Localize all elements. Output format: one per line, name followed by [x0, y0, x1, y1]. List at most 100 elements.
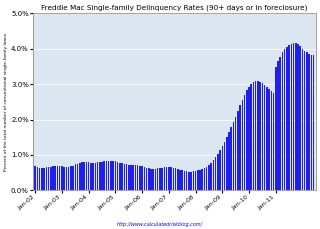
Bar — [139, 166, 141, 190]
Bar — [161, 168, 163, 190]
Bar — [251, 84, 252, 190]
Bar — [159, 168, 161, 190]
Bar — [50, 167, 52, 190]
Bar — [45, 167, 47, 190]
Bar — [286, 47, 288, 190]
Bar — [221, 146, 223, 190]
Bar — [117, 162, 118, 190]
Bar — [146, 168, 147, 190]
Bar — [246, 90, 248, 190]
Bar — [101, 162, 103, 190]
Bar — [170, 167, 172, 190]
Bar — [164, 167, 165, 190]
Bar — [112, 161, 114, 190]
Bar — [219, 150, 221, 190]
Bar — [52, 166, 54, 190]
Bar — [181, 171, 183, 190]
Bar — [144, 167, 145, 190]
Bar — [37, 167, 38, 190]
Bar — [235, 117, 236, 190]
Bar — [97, 162, 98, 190]
Bar — [206, 167, 207, 190]
Bar — [186, 171, 188, 190]
Bar — [59, 166, 60, 190]
Bar — [75, 164, 76, 190]
Bar — [210, 163, 212, 190]
Bar — [150, 169, 152, 190]
Bar — [268, 89, 270, 190]
Bar — [184, 171, 185, 190]
Bar — [255, 81, 256, 190]
Bar — [226, 137, 228, 190]
Bar — [119, 163, 121, 190]
Bar — [152, 169, 154, 190]
Bar — [90, 163, 92, 190]
Bar — [215, 157, 216, 190]
Bar — [130, 165, 132, 190]
Bar — [224, 142, 225, 190]
Bar — [63, 167, 65, 190]
Bar — [86, 162, 87, 190]
Bar — [179, 170, 181, 190]
Bar — [103, 161, 105, 190]
Bar — [193, 171, 194, 190]
Bar — [79, 163, 81, 190]
Bar — [233, 122, 234, 190]
Text: http://www.calculatedriskblog.com/: http://www.calculatedriskblog.com/ — [117, 222, 203, 227]
Bar — [197, 171, 199, 190]
Title: Freddie Mac Single-family Delinquency Rates (90+ days or in foreclosure): Freddie Mac Single-family Delinquency Ra… — [41, 4, 308, 11]
Bar — [239, 105, 241, 190]
Bar — [72, 166, 74, 190]
Bar — [190, 172, 192, 190]
Bar — [273, 93, 274, 190]
Bar — [166, 167, 167, 190]
Bar — [155, 169, 156, 190]
Bar — [92, 163, 94, 190]
Bar — [295, 44, 297, 190]
Bar — [108, 161, 109, 190]
Bar — [95, 163, 96, 190]
Bar — [244, 95, 245, 190]
Bar — [124, 164, 125, 190]
Bar — [70, 166, 72, 190]
Bar — [293, 44, 294, 190]
Bar — [35, 166, 36, 190]
Bar — [43, 168, 45, 190]
Bar — [110, 161, 112, 190]
Bar — [132, 165, 134, 190]
Bar — [168, 167, 170, 190]
Bar — [230, 127, 232, 190]
Bar — [175, 168, 176, 190]
Bar — [270, 91, 272, 190]
Bar — [84, 162, 85, 190]
Bar — [148, 168, 149, 190]
Bar — [172, 168, 174, 190]
Bar — [308, 54, 310, 190]
Bar — [262, 83, 263, 190]
Bar — [88, 162, 90, 190]
Bar — [135, 165, 136, 190]
Bar — [208, 165, 210, 190]
Bar — [311, 55, 312, 190]
Bar — [242, 100, 243, 190]
Bar — [54, 166, 56, 190]
Bar — [195, 171, 196, 190]
Bar — [282, 52, 283, 190]
Bar — [68, 167, 69, 190]
Bar — [248, 87, 250, 190]
Bar — [302, 49, 303, 190]
Bar — [57, 166, 58, 190]
Bar — [128, 165, 130, 190]
Bar — [41, 168, 43, 190]
Bar — [141, 166, 143, 190]
Bar — [39, 168, 40, 190]
Bar — [237, 111, 239, 190]
Bar — [121, 164, 123, 190]
Bar — [99, 162, 100, 190]
Bar — [279, 57, 281, 190]
Y-axis label: Percent of the total number of conventional single-family loans: Percent of the total number of conventio… — [4, 33, 8, 171]
Bar — [212, 160, 214, 190]
Bar — [81, 162, 83, 190]
Bar — [288, 45, 290, 190]
Bar — [77, 164, 78, 190]
